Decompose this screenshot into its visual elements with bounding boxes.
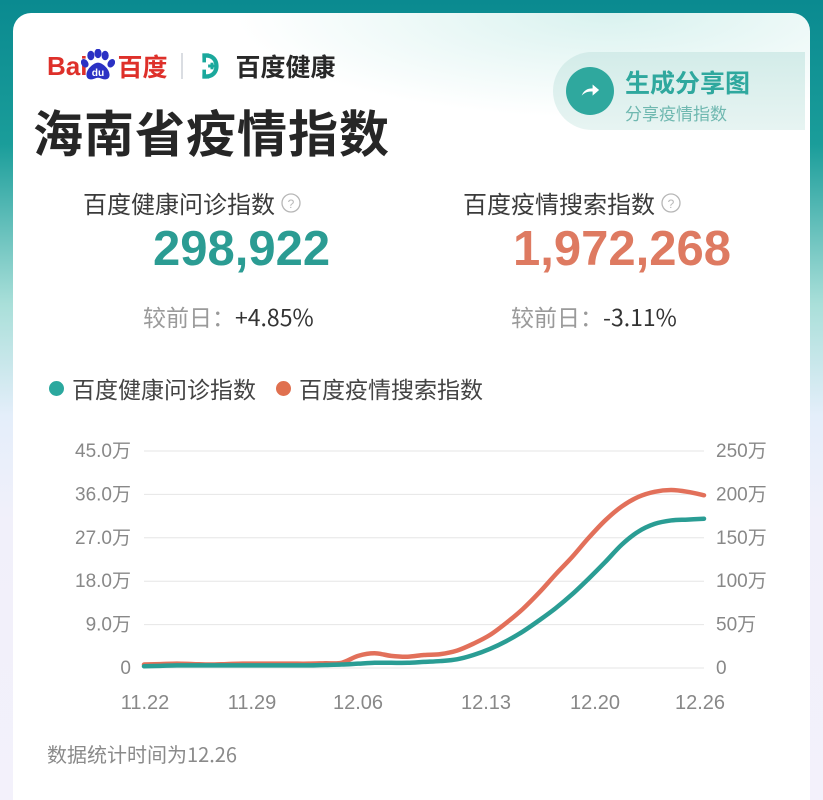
svg-text:150万: 150万: [716, 528, 767, 549]
svg-text:12.06: 12.06: [333, 692, 383, 714]
svg-text:50万: 50万: [716, 615, 756, 636]
svg-text:11.22: 11.22: [121, 692, 170, 714]
svg-text:11.29: 11.29: [228, 692, 277, 714]
svg-text:36.0万: 36.0万: [75, 484, 131, 505]
svg-text:27.0万: 27.0万: [75, 528, 131, 549]
svg-text:45.0万: 45.0万: [75, 441, 131, 462]
svg-text:9.0万: 9.0万: [86, 615, 131, 636]
svg-text:0: 0: [716, 658, 727, 679]
svg-text:12.13: 12.13: [461, 692, 511, 714]
svg-text:200万: 200万: [716, 484, 767, 505]
svg-text:12.26: 12.26: [675, 692, 725, 714]
svg-text:250万: 250万: [716, 441, 767, 462]
svg-text:100万: 100万: [716, 571, 767, 592]
svg-text:0: 0: [120, 658, 131, 679]
svg-text:12.20: 12.20: [570, 692, 620, 714]
svg-text:18.0万: 18.0万: [75, 571, 131, 592]
